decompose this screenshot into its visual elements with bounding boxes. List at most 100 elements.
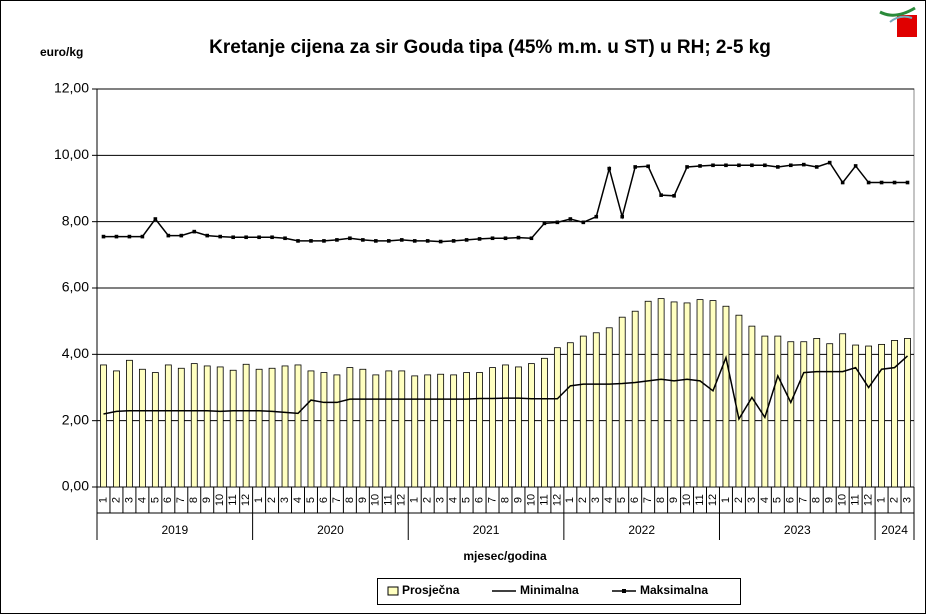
x-tick-label: 4 (603, 497, 615, 503)
bar (294, 364, 302, 488)
point (451, 239, 456, 243)
bar (683, 302, 691, 488)
line-series (103, 355, 909, 422)
x-tick-label: 6 (318, 497, 330, 503)
point (711, 163, 715, 168)
x-tick-label: 3 (590, 497, 602, 503)
x-tick-label: 5 (305, 497, 317, 503)
bar (865, 345, 873, 488)
bar (450, 374, 458, 488)
point (205, 233, 210, 238)
point (763, 163, 767, 168)
point (140, 234, 145, 239)
x-tick-label: 11 (694, 494, 706, 505)
bar (411, 375, 419, 488)
x-tick-label: 10 (681, 494, 693, 506)
point (555, 220, 560, 225)
point (581, 220, 586, 225)
x-tick-label: 7 (798, 497, 810, 503)
x-tick-label: 11 (538, 494, 550, 505)
x-tick-label: 9 (512, 497, 524, 503)
x-tick-label: 6 (629, 497, 641, 503)
year-label: 2020 (317, 523, 344, 537)
x-tick-label: 6 (473, 497, 485, 503)
x-tick-label: 8 (811, 497, 823, 503)
bar (177, 367, 185, 488)
x-tick-label: 10 (370, 494, 382, 506)
bar (346, 367, 354, 488)
point (607, 166, 612, 171)
bar (528, 363, 535, 488)
y-axis-label: euro/kg (40, 45, 83, 59)
bar (463, 372, 470, 488)
point (776, 165, 780, 169)
x-tick-label: 5 (772, 497, 784, 503)
bar (126, 359, 133, 488)
legend-label: Maksimalna (640, 583, 708, 597)
x-tick-label: 9 (357, 497, 369, 503)
bar (437, 373, 445, 488)
point (309, 239, 313, 243)
legend-label: Prosječna (402, 583, 460, 597)
bar (709, 300, 717, 488)
x-axis-label: mjesec/godina (463, 549, 547, 563)
bar (722, 305, 730, 488)
bar (878, 343, 885, 488)
x-tick-label: 2 (422, 497, 434, 503)
bar (631, 310, 639, 488)
point (814, 165, 819, 169)
y-tick-label: 0,00 (62, 478, 89, 494)
bar (541, 357, 548, 488)
point (853, 164, 858, 168)
x-tick-label: 3 (123, 497, 135, 503)
legend-label: Minimalna (520, 583, 579, 597)
y-tick-label: 6,00 (62, 279, 89, 295)
point (322, 239, 326, 243)
x-tick-label: 6 (162, 497, 174, 503)
x-tick-label: 1 (409, 497, 421, 503)
x-tick-label: 11 (850, 494, 862, 505)
point (594, 214, 599, 219)
bar (553, 347, 561, 488)
point (283, 236, 287, 241)
x-tick-label: 7 (642, 497, 654, 503)
x-tick-label: 7 (486, 497, 498, 503)
point (659, 193, 663, 197)
bar (100, 364, 107, 488)
point (801, 162, 806, 167)
x-tick-label: 7 (175, 497, 187, 503)
bar (476, 372, 483, 488)
bar (605, 327, 613, 488)
bar (891, 340, 898, 488)
x-tick-label: 9 (668, 497, 680, 503)
bar (787, 341, 795, 488)
x-tick-label: 3 (746, 497, 758, 503)
bar (774, 335, 782, 488)
point (257, 235, 261, 240)
point (374, 239, 378, 243)
point (750, 163, 754, 168)
point (399, 238, 404, 242)
y-tick-label: 2,00 (62, 411, 89, 427)
point (296, 239, 300, 243)
bar (229, 369, 237, 488)
x-tick-label: 8 (655, 497, 667, 503)
x-tick-label: 2 (577, 497, 589, 503)
point (529, 236, 534, 241)
year-label: 2019 (161, 523, 188, 537)
x-tick-label: 9 (201, 497, 213, 503)
point (503, 236, 508, 241)
bar (255, 368, 263, 488)
point (101, 234, 106, 239)
y-tick-label: 12,00 (54, 80, 89, 96)
bar (502, 364, 509, 488)
x-tick-label: 10 (525, 494, 537, 506)
bar (515, 366, 522, 488)
x-tick-label: 12 (863, 494, 875, 506)
bar (307, 370, 315, 488)
point (127, 234, 132, 239)
x-tick-label: 5 (616, 497, 628, 503)
x-tick-label: 1 (720, 497, 732, 503)
y-tick-label: 10,00 (54, 146, 89, 162)
y-tick-label: 8,00 (62, 212, 89, 228)
